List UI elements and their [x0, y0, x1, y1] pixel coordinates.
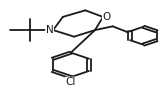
Text: Cl: Cl	[66, 77, 76, 87]
Text: N: N	[46, 25, 53, 35]
Text: O: O	[102, 12, 111, 22]
